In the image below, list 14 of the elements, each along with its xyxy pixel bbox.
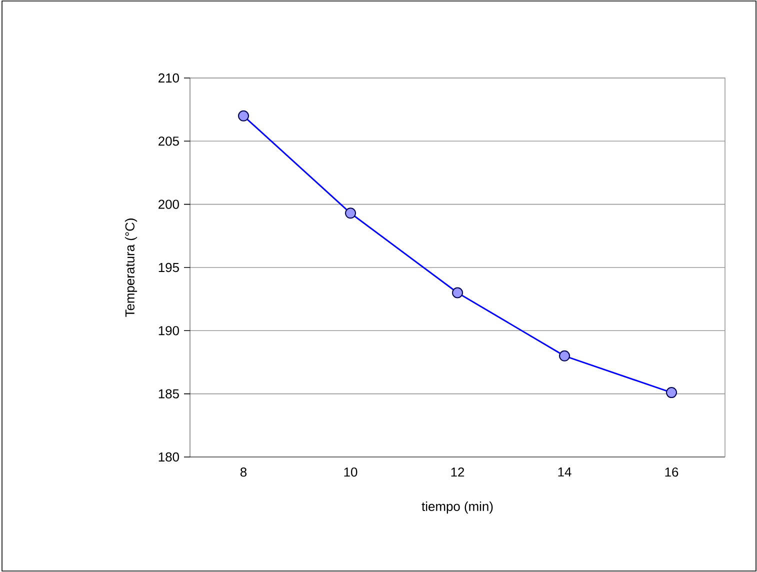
- x-axis-title: tiempo (min): [422, 502, 493, 514]
- y-tick-label: 195: [158, 262, 179, 272]
- y-axis-title: Temperatura (°C): [124, 218, 138, 317]
- y-tick-label: 180: [158, 452, 179, 462]
- x-tick-label: 16: [665, 468, 678, 477]
- y-tick-label: 185: [158, 389, 179, 398]
- x-tick-label: 10: [344, 468, 358, 477]
- y-tick-label: 190: [158, 326, 179, 336]
- y-tick-label: 200: [158, 200, 179, 209]
- x-tick-label: 14: [558, 468, 572, 476]
- x-tick-label: 12: [451, 468, 464, 477]
- x-tick-label: 8: [240, 468, 247, 477]
- y-tick-label: 205: [158, 136, 179, 146]
- y-tick-label: 210: [158, 73, 179, 83]
